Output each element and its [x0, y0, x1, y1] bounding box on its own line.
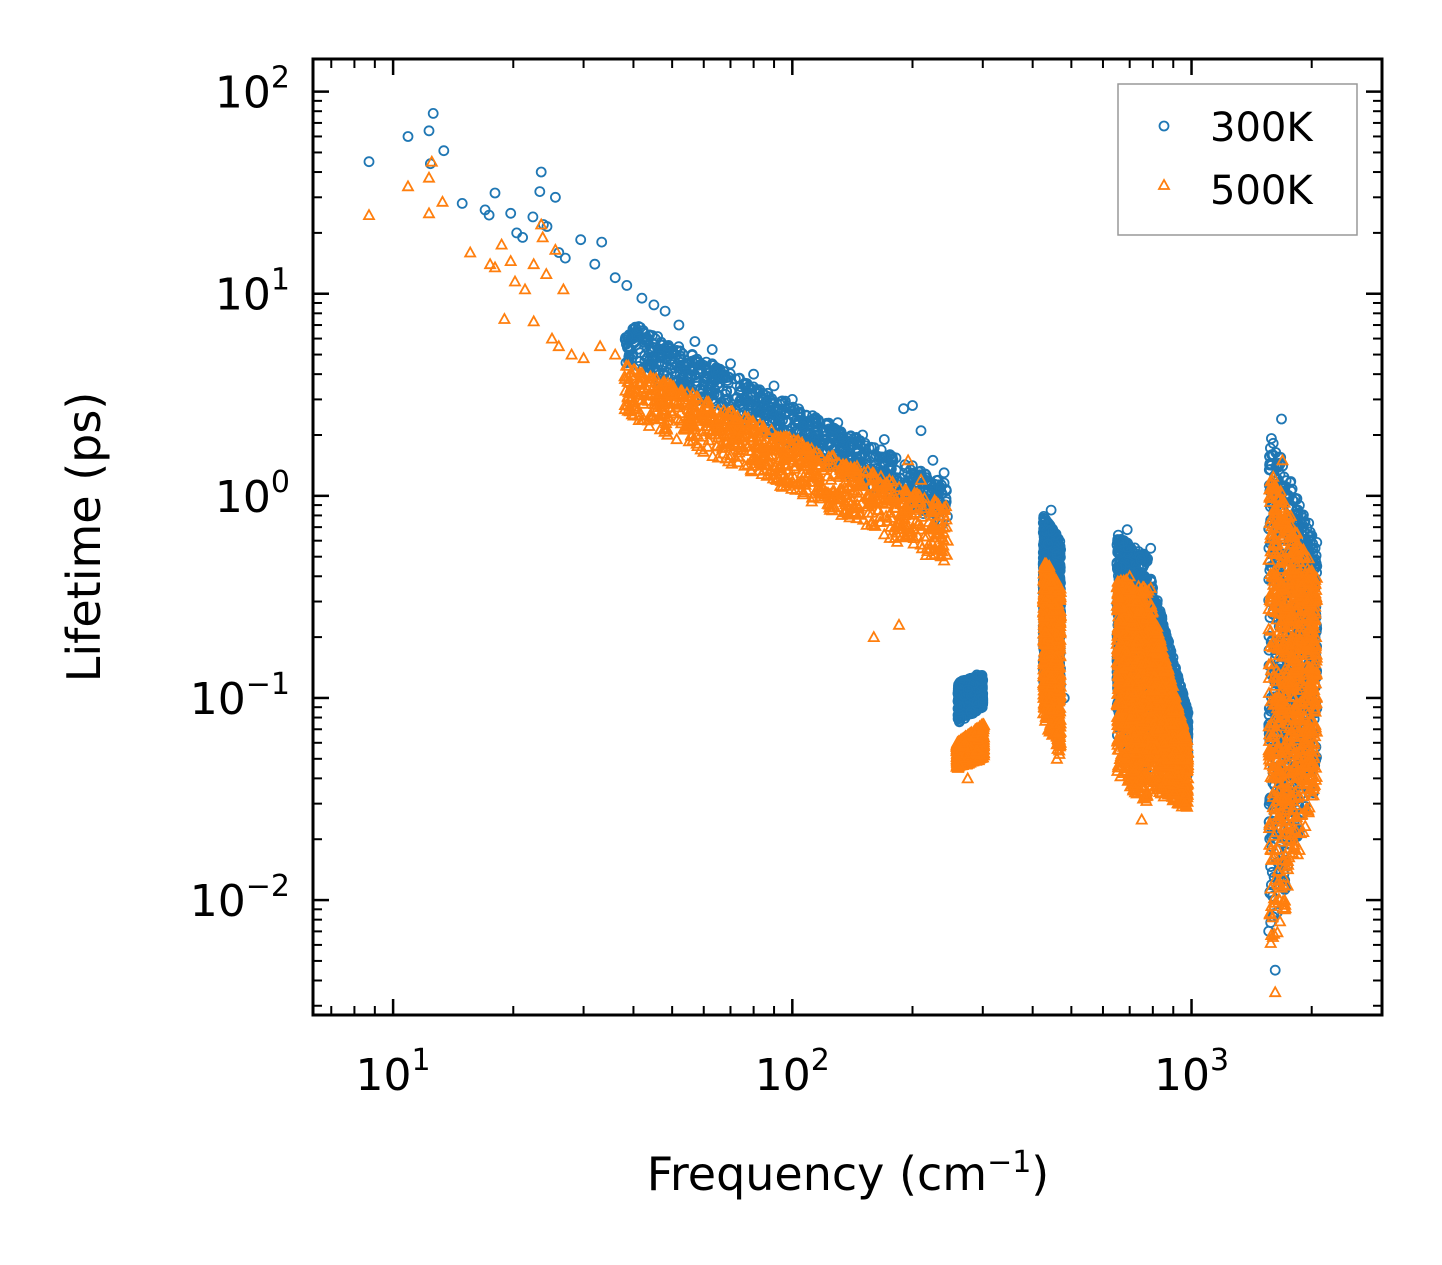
data-point-300k: [620, 357, 632, 369]
data-point-300k: [683, 358, 694, 370]
data-point-300k: [642, 360, 654, 371]
data-point-300k: [839, 438, 851, 450]
data-point-300k: [638, 332, 650, 344]
data-point-300k: [656, 359, 668, 371]
data-point-300k: [797, 420, 809, 432]
data-point-300k: [794, 406, 806, 418]
data-point-300k: [721, 386, 733, 397]
data-point-300k: [935, 482, 947, 494]
data-point-300k: [853, 435, 865, 447]
data-point-300k: [925, 488, 937, 500]
data-point-300k: [696, 366, 707, 378]
data-point-300k: [813, 432, 825, 444]
data-point-300k: [777, 398, 789, 409]
data-point-300k: [725, 385, 737, 397]
data-point-300k: [731, 391, 743, 403]
data-point-300k: [829, 432, 841, 444]
data-point-300k: [855, 439, 866, 451]
data-point-300k: [667, 348, 679, 360]
data-point-300k: [682, 373, 694, 385]
data-point-300k: [702, 367, 713, 379]
data-point-300k: [772, 419, 784, 431]
data-point-300k: [886, 451, 898, 462]
data-point-300k: [764, 415, 775, 427]
data-point-300k: [625, 344, 637, 356]
data-point-300k: [808, 432, 820, 444]
data-point-300k: [717, 371, 728, 383]
data-point-300k: [697, 384, 709, 396]
data-point-300k: [810, 420, 821, 432]
data-point-300k: [643, 345, 655, 357]
data-point-300k: [855, 450, 867, 462]
data-point-300k: [669, 362, 680, 374]
data-point-300k: [798, 421, 810, 433]
plot-area: [362, 108, 1324, 998]
data-point-300k: [914, 469, 925, 481]
data-point-300k: [745, 390, 757, 402]
data-point-300k: [884, 449, 896, 461]
data-point-300k: [837, 432, 849, 444]
data-point-300k: [758, 409, 770, 421]
data-point-300k: [711, 370, 723, 382]
data-point-300k: [821, 417, 833, 429]
data-point-300k: [776, 404, 788, 416]
data-point-300k: [884, 461, 896, 473]
data-point-300k: [802, 429, 814, 441]
data-point-300k: [782, 417, 794, 429]
data-point-300k: [742, 400, 754, 412]
data-point-300k: [662, 340, 673, 352]
data-point-300k: [763, 391, 775, 403]
data-point-300k: [622, 330, 634, 342]
data-point-300k: [752, 402, 763, 414]
data-point-300k: [741, 378, 753, 389]
data-point-300k: [635, 322, 646, 333]
